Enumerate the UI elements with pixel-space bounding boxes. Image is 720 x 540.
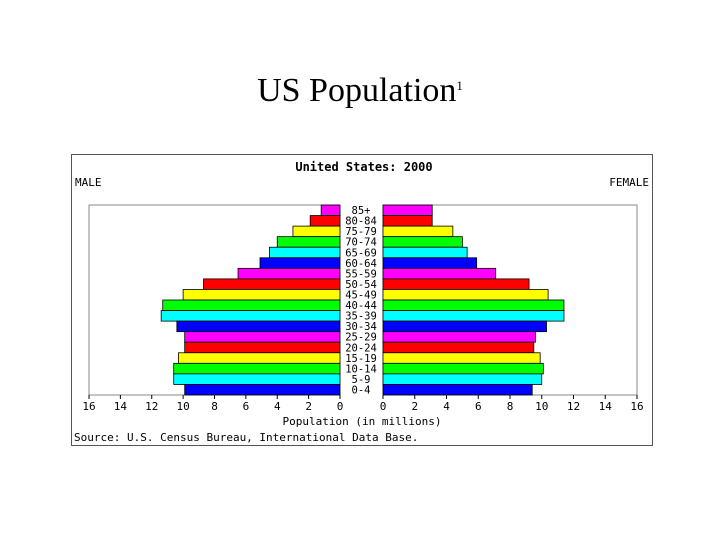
male-bar-50-54 (203, 278, 341, 290)
female-bar-5-9 (382, 373, 543, 385)
female-bar-75-79 (382, 225, 454, 238)
female-bar-10-14 (382, 362, 544, 375)
female-tick-label-12: 12 (567, 400, 580, 413)
female-tick-label-16: 16 (630, 400, 643, 413)
age-label-85+: 85+ (352, 205, 371, 217)
female-tick-label-2: 2 (411, 400, 418, 413)
female-bar-0-4 (382, 384, 533, 396)
male-tick-label-2: 2 (305, 400, 312, 413)
female-bar-65-69 (382, 246, 468, 259)
female-bar-40-44 (382, 299, 565, 311)
age-group-labels: 85+80-8475-7970-7465-6960-6455-5950-5445… (345, 205, 377, 396)
female-bar-50-54 (382, 278, 530, 290)
age-label-65-69: 65-69 (345, 247, 377, 259)
female-tick-label-6: 6 (475, 400, 482, 413)
age-label-0-4: 0-4 (352, 385, 371, 397)
female-tick-label-0: 0 (380, 400, 387, 413)
age-label-35-39: 35-39 (345, 311, 377, 323)
female-bar-85+ (382, 204, 433, 216)
age-label-25-29: 25-29 (345, 332, 377, 344)
male-bar-85+ (320, 204, 341, 216)
male-tick-label-6: 6 (243, 400, 250, 413)
slide-title-text: US Population (257, 72, 457, 109)
male-tick-label-10: 10 (177, 400, 190, 413)
footnote-marker: 1 (456, 78, 463, 93)
male-bar-45-49 (182, 289, 341, 301)
x-axis-label: Population (in millions) (283, 415, 442, 428)
male-tick-label-8: 8 (211, 400, 218, 413)
female-tick-label-4: 4 (443, 400, 450, 413)
male-bar-60-64 (259, 257, 341, 269)
male-tick-label-14: 14 (114, 400, 128, 413)
male-plot-area: 16 14 12 10 8 6 4 2 0 (82, 204, 344, 413)
male-bar-70-74 (276, 236, 341, 248)
female-bar-60-64 (382, 257, 478, 269)
female-bar-45-49 (382, 289, 549, 301)
female-tick-label-10: 10 (535, 400, 548, 413)
chart-svg: United States: 2000 MALE FEMALE 16 14 12 10… (74, 160, 649, 444)
population-pyramid-chart: United States: 2000 MALE FEMALE 16 14 12 10… (71, 154, 653, 446)
female-plot-area: 0 2 4 6 8 10 12 14 16 (380, 204, 644, 413)
male-bar-10-14 (173, 362, 341, 375)
age-label-50-54: 50-54 (345, 279, 377, 291)
female-bar-35-39 (382, 310, 565, 322)
male-bar-65-69 (269, 246, 341, 259)
chart-title: United States: 2000 (295, 160, 432, 174)
female-tick-label-8: 8 (507, 400, 514, 413)
age-label-10-14: 10-14 (345, 363, 377, 375)
male-tick-label-16: 16 (82, 400, 95, 413)
age-label-5-9: 5-9 (352, 374, 371, 386)
female-label: FEMALE (609, 176, 649, 189)
age-label-30-34: 30-34 (345, 321, 377, 333)
age-label-15-19: 15-19 (345, 353, 377, 365)
male-bar-15-19 (178, 352, 341, 364)
age-label-75-79: 75-79 (345, 226, 377, 238)
male-bar-35-39 (160, 310, 341, 322)
age-label-55-59: 55-59 (345, 268, 377, 280)
male-bar-30-34 (176, 320, 341, 333)
age-label-20-24: 20-24 (345, 342, 377, 354)
age-label-60-64: 60-64 (345, 258, 377, 270)
male-bar-0-4 (184, 384, 341, 396)
age-label-45-49: 45-49 (345, 290, 377, 302)
source-note: Source: U.S. Census Bureau, Internationa… (74, 431, 418, 444)
male-label: MALE (75, 176, 102, 189)
male-bar-40-44 (162, 299, 341, 311)
female-tick-label-14: 14 (599, 400, 613, 413)
male-bar-80-84 (309, 215, 341, 227)
male-bar-55-59 (237, 267, 341, 280)
male-bar-25-29 (184, 331, 341, 343)
age-label-40-44: 40-44 (345, 300, 377, 312)
age-label-70-74: 70-74 (345, 237, 377, 249)
female-bar-70-74 (382, 236, 463, 248)
male-bar-5-9 (173, 373, 341, 385)
male-bar-20-24 (184, 341, 341, 354)
female-bar-25-29 (382, 331, 536, 343)
female-bar-15-19 (382, 352, 541, 364)
male-tick-label-12: 12 (145, 400, 158, 413)
age-label-80-84: 80-84 (345, 216, 377, 228)
male-tick-label-0: 0 (337, 400, 344, 413)
slide-title: US Population1 (0, 72, 720, 110)
male-bar-75-79 (292, 225, 341, 238)
female-bar-30-34 (382, 320, 547, 333)
female-bar-80-84 (382, 215, 433, 227)
female-bar-55-59 (382, 267, 497, 280)
female-bar-20-24 (382, 341, 535, 354)
male-tick-label-4: 4 (274, 400, 281, 413)
